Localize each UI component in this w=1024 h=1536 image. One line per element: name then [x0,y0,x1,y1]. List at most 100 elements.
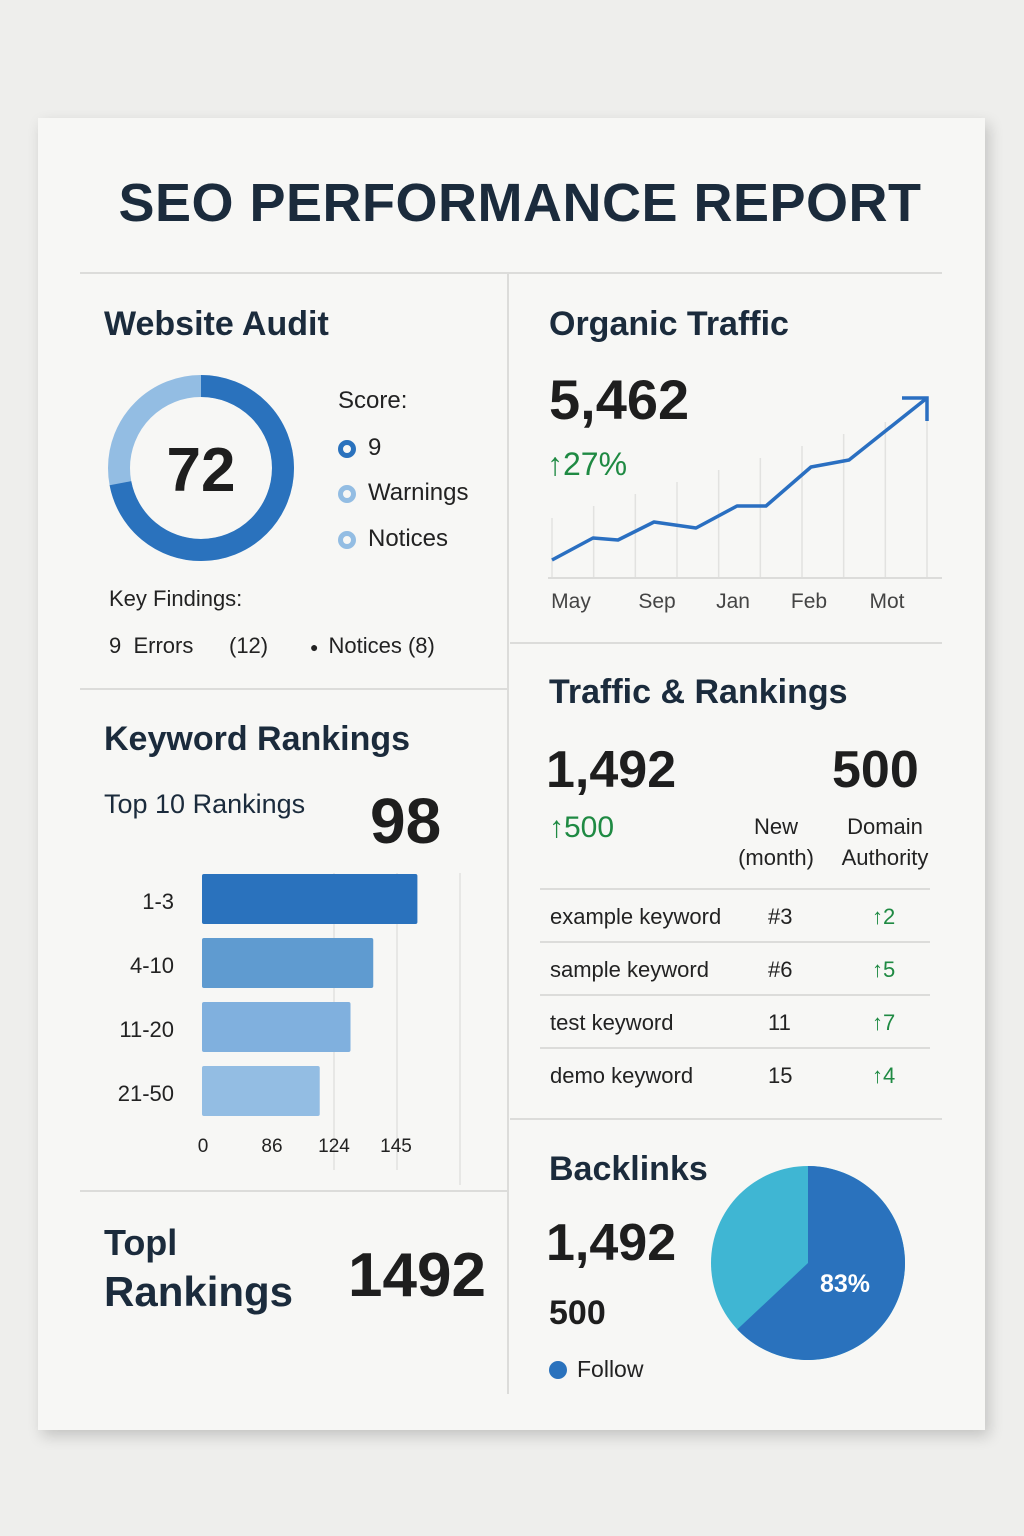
follow-legend: Follow [549,1356,643,1383]
backlinks-pie [711,1166,905,1360]
legend-item: Warnings [338,479,468,507]
keyword-change-value: 2 [883,904,896,929]
bar [202,874,418,924]
legend-dot-icon [549,1361,567,1379]
section-title: Traffic & Rankings [549,673,848,711]
category-label: 11-20 [119,1017,174,1042]
pie-slice-follow [737,1166,905,1360]
donut-fill [108,375,294,561]
x-tick-label: May [551,590,591,613]
keyword-change-value: 4 [883,1063,896,1088]
x-tick-label: Mot [869,590,904,613]
keyword-change: ↑4 [872,1063,895,1089]
keyword-row: test keyword 11 ↑7 [540,994,930,1047]
keyword-change: ↑2 [872,904,895,930]
follow-label: Follow [577,1356,644,1382]
top-rankings-label-1: Topl [104,1222,178,1263]
domain-authority-label: Domain Authority [834,811,936,873]
x-tick-label: Feb [791,590,827,613]
keyword-name: sample keyword [550,957,709,982]
legend-label: Warnings [368,479,469,506]
legend-dot-icon [338,439,356,458]
authority-label: Authority [841,845,929,870]
finding-notices-label: Notices (8) [328,633,435,658]
section-title: Keyword Rankings [104,720,411,758]
legend-title: Score: [338,387,408,414]
score-donut [108,375,294,561]
new-month-label: New (month) [738,811,814,873]
divider [510,1118,942,1120]
x-tick-label: Jan [716,590,750,613]
keyword-rankings-chart: 1-3 4-10 11-20 21-50 0 86 124 145 [118,873,461,1185]
arrow-up-icon: ↑ [872,957,883,982]
traffic-change: ↑500 [549,811,614,845]
arrow-up-icon: ↑ [872,1063,883,1088]
keyword-rank: 11 [768,1010,791,1035]
new-label: New [753,814,798,839]
arrow-up-icon: ↑ [547,446,563,482]
traffic-value: 1,492 [546,741,677,799]
pie-label: 83% [820,1270,871,1298]
top-rankings-label-2: Rankings [104,1268,294,1315]
legend-dot-icon [338,484,356,503]
section-title: Organic Traffic [549,305,789,343]
finding-errors: 9 Errors [109,633,194,658]
keyword-row: example keyword #3 ↑2 [540,888,930,941]
divider [80,1190,508,1192]
section-title: Website Audit [104,305,329,343]
organic-change: ↑27% [547,446,627,483]
category-label: 4-10 [130,953,174,978]
domain-label: Domain [847,814,923,839]
top-rankings-value: 1492 [348,1241,486,1310]
bar [202,938,374,988]
bar [202,1002,351,1052]
audit-score: 72 [166,436,236,505]
top10-value: 98 [370,785,442,857]
backlinks-secondary: 500 [549,1294,606,1332]
keyword-change-value: 5 [883,957,896,982]
traffic-line [551,396,929,562]
x-tick-label: 145 [380,1136,412,1157]
section-title: Backlinks [549,1150,708,1188]
page-title: SEO PERFORMANCE REPORT [118,173,922,233]
finding-count: (12) [229,633,269,658]
keyword-name: test keyword [550,1010,674,1035]
legend-item: Notices [338,525,448,553]
x-tick-label: Sep [638,590,675,613]
traffic-change-value: 500 [564,811,615,844]
keyword-name: demo keyword [550,1063,694,1088]
bar [202,1066,320,1116]
arrow-up-icon: ↑ [549,811,564,844]
category-label: 1-3 [142,889,174,914]
legend-dot-icon [338,530,356,549]
organic-change-value: 27% [563,446,628,482]
keyword-rank: 15 [768,1063,793,1088]
organic-traffic-value: 5,462 [549,368,690,431]
key-findings-label: Key Findings: [109,586,243,611]
finding-notices: ● Notices (8) [310,633,435,659]
keyword-rank: #6 [768,957,793,982]
trend-arrow-icon [902,396,929,421]
domain-authority-value: 500 [832,741,919,799]
arrow-up-icon: ↑ [872,904,883,929]
legend-label: 9 [368,434,382,461]
x-tick-label: 86 [261,1136,282,1157]
keyword-change-value: 7 [883,1010,896,1035]
divider [510,642,942,644]
legend-item: 9 [338,434,381,462]
keyword-change: ↑5 [872,957,895,983]
x-tick-label: 124 [318,1136,350,1157]
divider [80,272,942,274]
backlinks-value: 1,492 [546,1214,677,1272]
divider [80,688,508,690]
keyword-row: demo keyword 15 ↑4 [540,1047,930,1100]
keyword-change: ↑7 [872,1010,895,1036]
arrow-up-icon: ↑ [872,1010,883,1035]
keyword-row: sample keyword #6 ↑5 [540,941,930,994]
organic-traffic-chart: May Sep Jan Feb Mot [548,396,942,613]
bullet-icon: ● [310,639,319,656]
x-tick-label: 0 [198,1136,209,1157]
top10-label: Top 10 Rankings [104,789,306,819]
month-label: (month) [738,845,814,870]
legend-label: Notices [368,525,449,552]
